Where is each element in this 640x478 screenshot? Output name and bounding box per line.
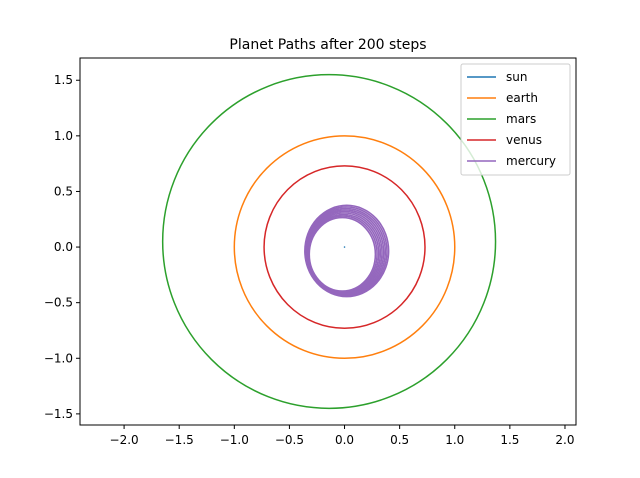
x-tick-label: −0.5 [275, 433, 304, 447]
series-mars-path [161, 73, 497, 410]
x-tick-label: 0.5 [390, 433, 409, 447]
plot-area [161, 73, 497, 410]
legend-label-venus: venus [506, 133, 542, 147]
y-tick-label: 0.0 [54, 240, 73, 254]
x-tick-label: 0.0 [335, 433, 354, 447]
x-tick-label: 1.5 [500, 433, 519, 447]
x-tick-label: 1.0 [445, 433, 464, 447]
legend-label-mercury: mercury [506, 154, 556, 168]
y-tick-label: −1.5 [44, 407, 73, 421]
legend-label-earth: earth [506, 91, 538, 105]
x-axis: −2.0 −1.5 −1.0 −0.5 0.0 0.5 1.0 1.5 2.0 [110, 425, 575, 447]
x-tick-label: −1.0 [220, 433, 249, 447]
legend: sun earth mars venus mercury [460, 63, 571, 176]
series-mercury-path [304, 204, 390, 298]
series-earth-path [233, 135, 456, 360]
y-tick-label: −0.5 [44, 296, 73, 310]
y-tick-label: 0.5 [54, 184, 73, 198]
legend-box [460, 63, 571, 176]
legend-label-sun: sun [506, 70, 527, 84]
series-sun-path [343, 246, 346, 248]
y-axis: −1.5 −1.0 −0.5 0.0 0.5 1.0 1.5 [44, 73, 80, 421]
x-tick-label: 2.0 [555, 433, 574, 447]
x-tick-label: −2.0 [110, 433, 139, 447]
chart-title: Planet Paths after 200 steps [229, 37, 426, 53]
legend-label-mars: mars [506, 112, 536, 126]
y-tick-label: 1.5 [54, 73, 73, 87]
series-venus-path [263, 165, 426, 329]
x-tick-label: −1.5 [165, 433, 194, 447]
y-tick-label: −1.0 [44, 351, 73, 365]
y-tick-label: 1.0 [54, 129, 73, 143]
axes-frame [79, 57, 577, 426]
